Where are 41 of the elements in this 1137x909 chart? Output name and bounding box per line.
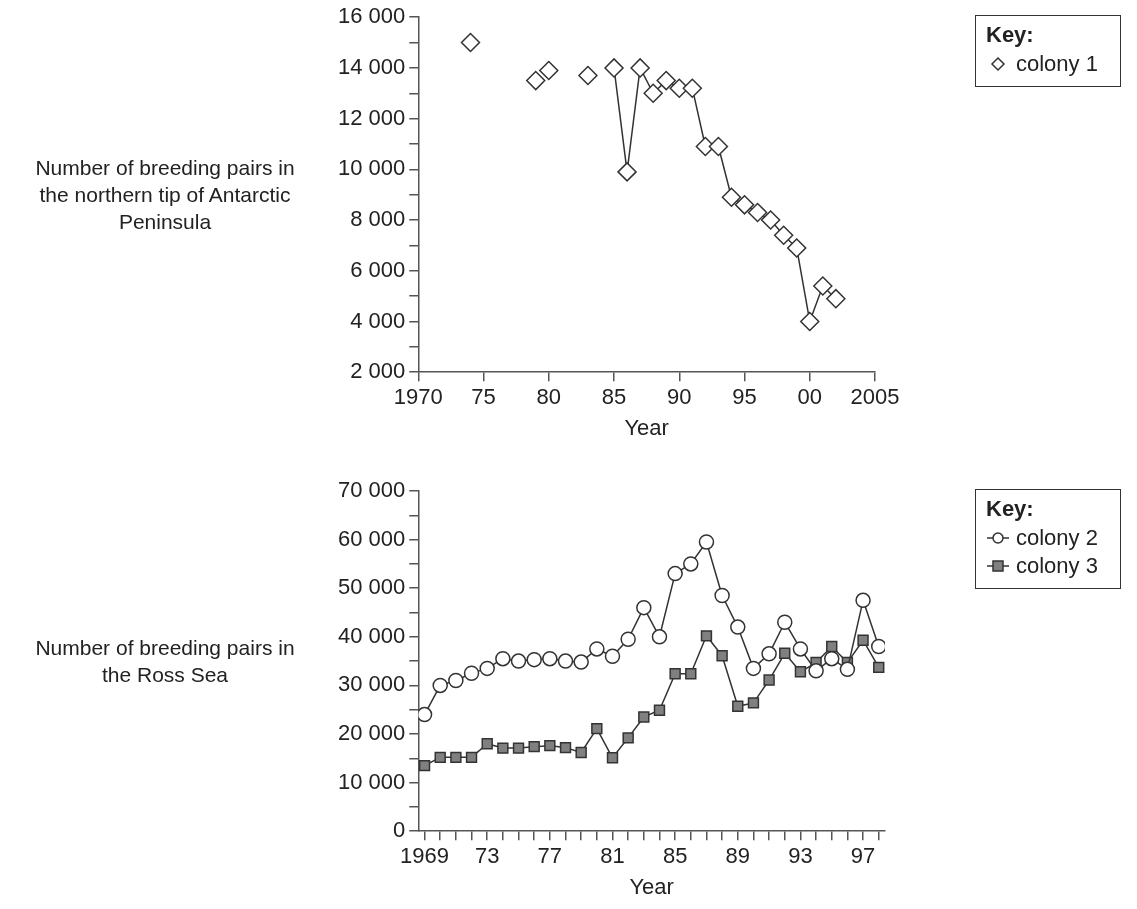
x-tick-label: 75 [471,384,496,410]
y-tick-label: 4 000 [350,307,406,333]
legend-title: Key: [986,22,1035,49]
x-tick-label: 2005 [850,384,900,410]
y-tick-label: 8 000 [350,206,406,232]
x-axis-title: Year [629,873,674,899]
x-tick-label: 90 [667,384,692,410]
x-tick-label: 85 [662,843,688,869]
y-tick-label: 2 000 [350,358,406,384]
x-tick-label: 93 [788,843,813,869]
y-tick-label: 50 000 [337,574,406,600]
y-axis-title: Number of breeding pairs in the northern tip of Antarctic Peninsula [34,155,296,236]
y-axis-title: Number of breeding pairs in the Ross Sea [34,635,296,689]
y-tick-label: 16 000 [337,3,406,29]
y-tick-label: 14 000 [337,53,406,79]
y-tick-label: 6 000 [350,256,406,282]
x-tick-label: 95 [732,384,757,410]
legend-label: colony 3 [1016,552,1098,580]
y-tick-label: 60 000 [337,525,406,551]
y-tick-label: 40 000 [337,622,406,648]
legend-title: Key: [986,496,1035,522]
y-tick-label: 20 000 [337,720,406,746]
x-axis-title: Year [624,414,669,440]
y-tick-label: 0 [393,817,406,843]
x-tick-label: 73 [474,843,500,869]
x-tick-label: 1969 [400,843,450,869]
x-tick-label: 89 [725,843,751,869]
x-tick-label: 81 [600,843,625,869]
legend-label: colony 1 [1016,50,1098,79]
legend-label: colony 2 [1016,524,1098,552]
x-tick-label: 77 [537,843,563,869]
y-tick-label: 10 000 [337,768,406,794]
x-tick-label: 1970 [393,384,443,410]
x-tick-label: 80 [536,384,562,410]
y-tick-label: 12 000 [337,104,406,130]
y-tick-label: 30 000 [337,671,406,697]
x-tick-label: 00 [797,384,822,410]
x-tick-label: 85 [601,384,627,410]
y-tick-label: 70 000 [337,477,406,503]
y-tick-label: 10 000 [337,155,406,181]
x-tick-label: 97 [850,843,876,869]
